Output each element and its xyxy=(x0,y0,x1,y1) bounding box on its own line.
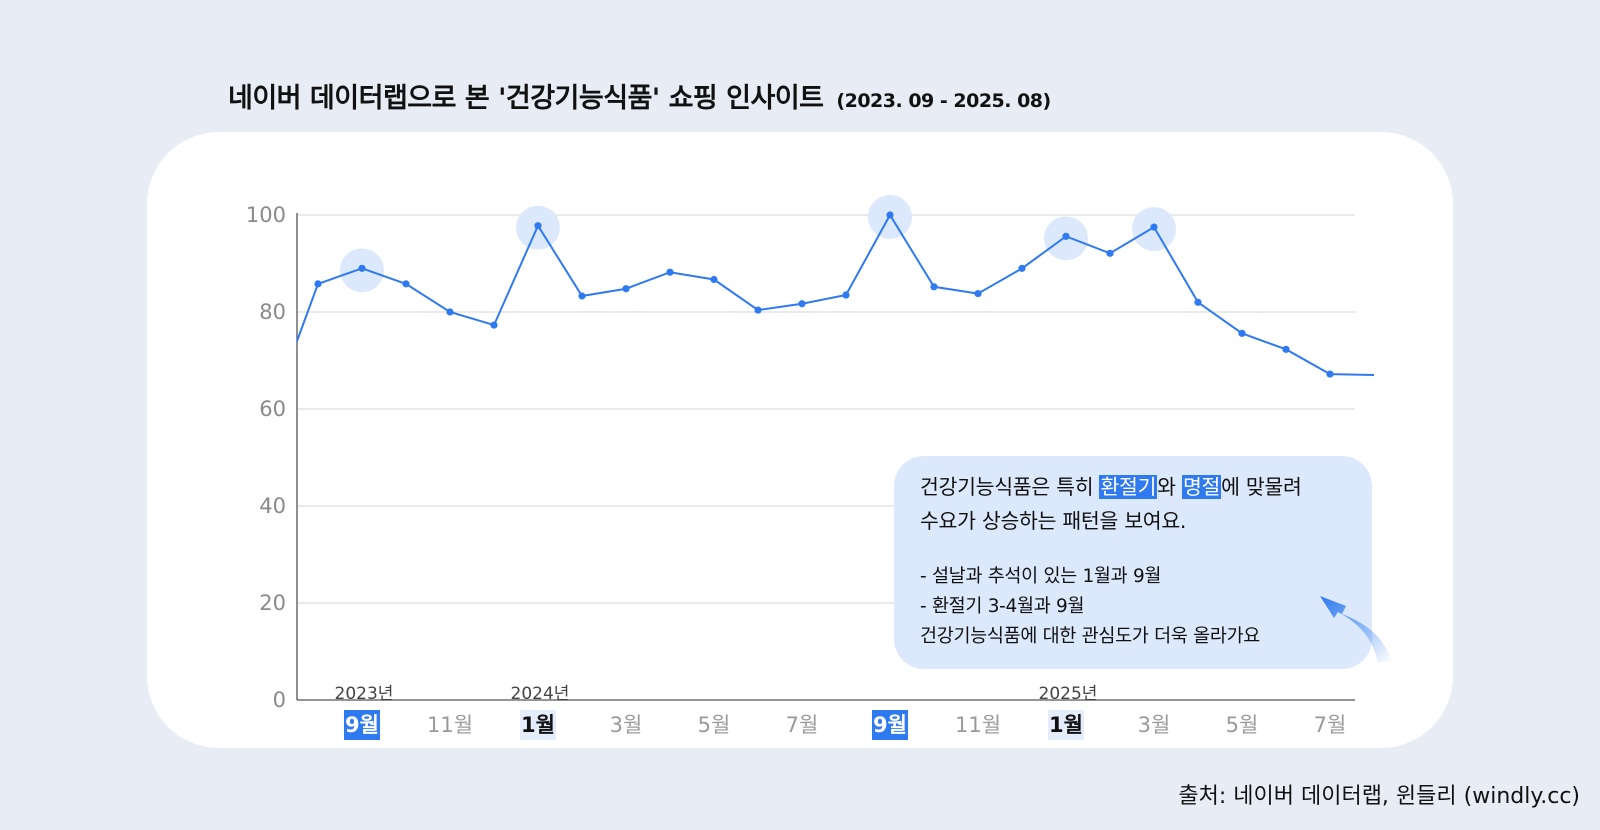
data-point-2023-09 xyxy=(358,264,366,272)
month-highlight-bg-2024-09 xyxy=(872,710,908,740)
series-line xyxy=(296,213,1375,377)
x-month-label-2025-05: 5월 xyxy=(1226,713,1259,737)
x-month-label-2024-01: 1월 xyxy=(521,713,555,737)
callout-conclusion: 건강기능식품에 대한 관심도가 더욱 올라가요 xyxy=(920,626,1261,647)
month-highlight-bg-2023-09 xyxy=(344,710,380,740)
data-point-2023-08 xyxy=(314,280,322,288)
data-point-2024-04 xyxy=(666,268,674,276)
x-month-label-2025-01: 1월 xyxy=(1049,713,1083,737)
data-point-2024-11 xyxy=(974,289,982,298)
data-point-2024-12 xyxy=(1018,264,1026,272)
data-point-2024-10 xyxy=(930,283,938,291)
data-point-2025-02 xyxy=(1106,249,1114,257)
highlight-layer xyxy=(340,195,1176,293)
y-tick-label-20: 20 xyxy=(259,591,286,615)
x-month-label-2023-09: 9월 xyxy=(345,713,379,737)
data-point-2024-01 xyxy=(534,222,542,230)
data-point-2025-07 xyxy=(1326,370,1334,378)
insight-callout: 건강기능식품은 특히 환절기와 명절에 맞물려 수요가 상승하는 패턴을 보여요… xyxy=(894,456,1372,669)
x-year-label-2025-01: 2025년 xyxy=(1039,684,1098,704)
x-month-label-2024-07: 7월 xyxy=(786,713,819,737)
data-point-2023-10 xyxy=(402,280,410,288)
source-note: 출처: 네이버 데이터랩, 윈들리 (windly.cc) xyxy=(1178,784,1580,809)
data-point-2024-09 xyxy=(886,211,894,219)
x-month-label-2024-03: 3월 xyxy=(610,713,643,737)
data-point-2025-06 xyxy=(1282,345,1290,353)
callout-paragraph-line2: 수요가 상승하는 패턴을 보여요. xyxy=(920,509,1187,533)
y-tick-label-100: 100 xyxy=(246,203,286,227)
data-point-2024-07 xyxy=(798,300,806,308)
x-month-label-2024-05: 5월 xyxy=(698,713,731,737)
data-point-2024-08 xyxy=(842,291,850,299)
data-point-2024-03 xyxy=(622,285,630,293)
y-tick-label-80: 80 xyxy=(259,300,286,324)
y-tick-label-40: 40 xyxy=(259,494,286,518)
callout-paragraph: 건강기능식품은 특히 환절기와 명절에 맞물려 xyxy=(920,470,1346,504)
data-point-2025-05 xyxy=(1238,329,1246,337)
callout-bullet-1: - 설날과 추석이 있는 1월과 9월 xyxy=(920,566,1162,587)
y-tick-label-0: 0 xyxy=(273,688,286,712)
x-year-label-2024-01: 2024년 xyxy=(511,684,570,704)
axis-layer: 0 20 40 60 80 100 xyxy=(246,203,298,712)
x-month-label-2025-07: 7월 xyxy=(1314,713,1347,737)
data-point-2025-03 xyxy=(1150,223,1158,231)
curved-arrow-icon xyxy=(1320,596,1392,662)
x-month-label-2023-11: 11월 xyxy=(427,713,473,737)
callout-text-a: 건강기능식품은 특히 xyxy=(920,475,1100,499)
point-layer xyxy=(314,211,1334,378)
x-month-label-2025-03: 3월 xyxy=(1138,713,1171,737)
x-month-label-2024-11: 11월 xyxy=(955,713,1001,737)
data-point-2024-05 xyxy=(710,275,718,284)
data-point-2025-04 xyxy=(1194,298,1202,306)
callout-highlight-season: 환절기 xyxy=(1099,475,1158,499)
chart-title-range: (2023. 09 - 2025. 08) xyxy=(836,90,1051,112)
callout-bullet-2: - 환절기 3-4월과 9월 xyxy=(920,596,1085,617)
grid-layer xyxy=(297,214,1355,701)
label-layer: 9월 11월 1월 3월 5월 7월 9월 11월 1월 3월 5월 7월 2023년 2024년 2025… xyxy=(335,684,1347,740)
data-point-2023-12 xyxy=(490,321,498,329)
data-point-2025-01 xyxy=(1062,232,1070,240)
chart-title-main: 네이버 데이터랩으로 본 '건강기능식품' 쇼핑 인사이트 xyxy=(228,83,824,114)
callout-highlight-holiday: 명절 xyxy=(1181,475,1222,499)
chart-title: 네이버 데이터랩으로 본 '건강기능식품' 쇼핑 인사이트 (2023. 09 … xyxy=(228,76,1051,115)
callout-text-c: 에 맞물려 xyxy=(1221,475,1302,499)
data-point-2024-02 xyxy=(578,292,586,300)
month-highlight-bg-2024-01 xyxy=(520,710,556,740)
month-highlight-bg-2025-01 xyxy=(1048,710,1084,740)
callout-text-b: 와 xyxy=(1157,475,1182,499)
data-point-2024-06 xyxy=(754,306,762,314)
line-layer xyxy=(296,213,1375,377)
y-tick-label-60: 60 xyxy=(259,397,286,421)
x-month-label-2024-09: 9월 xyxy=(873,713,907,737)
data-point-2023-11 xyxy=(446,308,454,316)
x-year-label-2023-09: 2023년 xyxy=(335,684,394,704)
